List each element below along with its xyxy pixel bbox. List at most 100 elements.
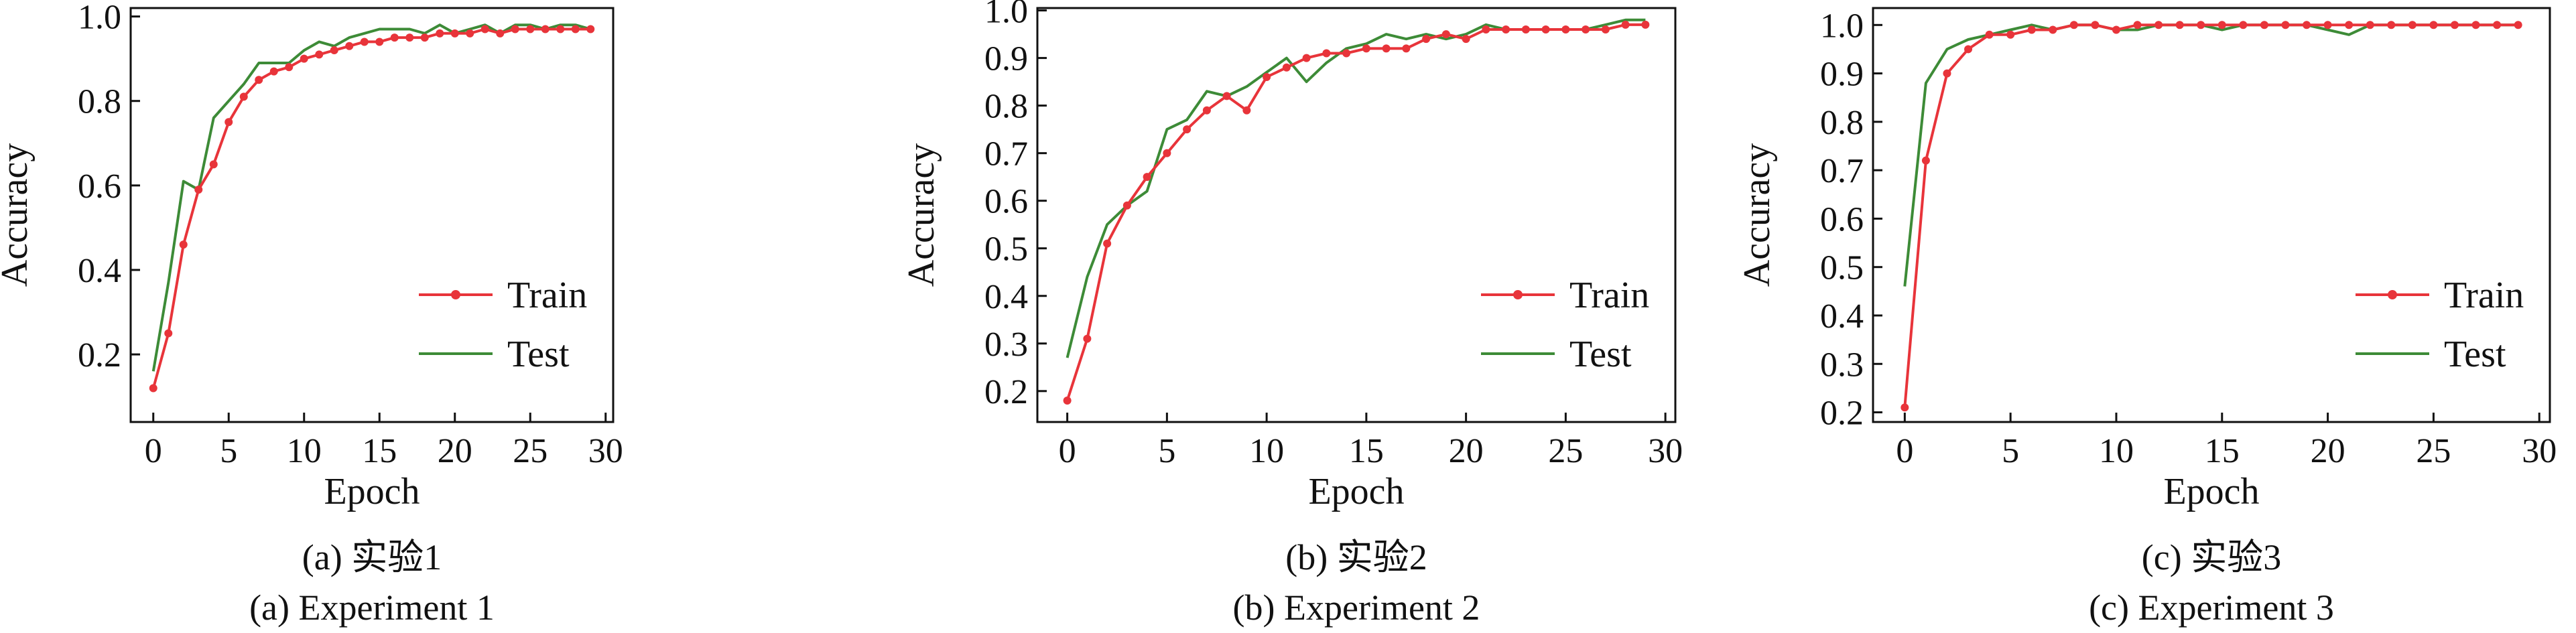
series-train-point	[1943, 69, 1951, 78]
series-train-point	[1222, 92, 1231, 100]
series-train	[1063, 20, 1650, 405]
series-train-point	[2175, 21, 2184, 29]
series-train-point	[2197, 21, 2205, 29]
legend-marker	[1513, 290, 1523, 299]
series-train-point	[1422, 35, 1431, 44]
x-tick-label: 25	[1548, 432, 1583, 470]
plot-frame	[129, 7, 615, 423]
x-axis-label: Epoch	[1308, 471, 1404, 512]
legend-label: Test	[507, 334, 570, 375]
x-tick-label: 15	[1349, 432, 1384, 470]
series-train-point	[390, 33, 399, 42]
chart-panel-2: 0 5 10 15 20 25 30 0.2 0.3 0.4 0.5 0.6 0.7 0.8 0.9 1.0 E…	[901, 0, 1683, 628]
series-train-point	[496, 29, 505, 38]
legend-marker	[451, 290, 460, 299]
series-train-point	[209, 160, 218, 169]
series-train-point	[1521, 25, 1530, 33]
series-train-point	[1985, 30, 1994, 39]
caption-cn: (c) 实验3	[2142, 537, 2281, 577]
series-train-point	[360, 38, 369, 46]
legend: Train Test	[419, 275, 587, 375]
series-train	[149, 25, 595, 393]
series-train-point	[2006, 30, 2015, 39]
series-train-point	[1302, 54, 1311, 62]
series-train-point	[556, 25, 565, 33]
x-tick-label: 10	[2099, 432, 2134, 470]
series-train-point	[1362, 44, 1370, 53]
series-train-point	[436, 29, 444, 38]
series-train-point	[2027, 25, 2036, 34]
x-tick-label: 25	[513, 432, 548, 470]
series-train-point	[1322, 49, 1331, 58]
legend: Train Test	[1481, 275, 1649, 375]
series-train-point	[2091, 21, 2100, 29]
series-train-point	[1502, 25, 1510, 33]
series-train-line	[1903, 23, 2518, 408]
series-train-point	[2303, 21, 2311, 29]
series-train-point	[1263, 73, 1271, 81]
y-tick-label: 0.8	[78, 83, 121, 121]
series-train-point	[1122, 201, 1131, 210]
x-tick-label: 30	[1648, 432, 1683, 470]
series-train-point	[2387, 21, 2396, 29]
series-train-point	[2217, 21, 2226, 29]
y-tick-label: 0.4	[78, 252, 121, 290]
series-train-point	[1921, 156, 1930, 165]
legend-item-train: Train	[419, 275, 587, 316]
series-test-line	[151, 23, 591, 372]
legend-item-test: Test	[1481, 334, 1632, 375]
caption-cn: (b) 实验2	[1285, 537, 1427, 577]
series-train-point	[2112, 25, 2120, 34]
series-test	[151, 23, 591, 372]
series-train-point	[330, 46, 338, 55]
legend-item-test: Test	[419, 334, 570, 375]
series-train-point	[2323, 21, 2332, 29]
series-train-point	[2069, 21, 2078, 29]
x-tick-label: 20	[2311, 432, 2345, 470]
series-train-point	[2471, 21, 2480, 29]
x-tick-label: 15	[362, 432, 397, 470]
series-train-point	[1063, 397, 1072, 405]
x-tick-label: 25	[2416, 432, 2451, 470]
legend-label: Test	[1569, 334, 1632, 375]
series-train-point	[1621, 20, 1630, 29]
legend-label: Train	[507, 275, 587, 316]
legend-item-train: Train	[1481, 275, 1649, 316]
series-train-point	[466, 29, 474, 38]
series-train-point	[1342, 49, 1351, 58]
series-train-point	[1282, 63, 1291, 72]
series-test-line	[1903, 23, 2518, 287]
caption-en: (c) Experiment 3	[2089, 587, 2334, 628]
series-train-point	[285, 63, 294, 72]
series-train-point	[571, 25, 580, 33]
series-train-point	[2049, 25, 2057, 34]
y-tick-label: 1.0	[78, 0, 121, 37]
x-tick-label: 10	[287, 432, 322, 470]
series-train-point	[511, 25, 519, 33]
series-test	[1903, 23, 2518, 287]
series-train-point	[2366, 21, 2374, 29]
series-train-point	[1561, 25, 1570, 33]
y-axis-label: Accuracy	[901, 143, 942, 287]
y-tick-label: 0.3	[984, 326, 1028, 364]
series-train-point	[224, 118, 233, 127]
series-train-point	[2429, 21, 2438, 29]
series-train-point	[1541, 25, 1550, 33]
x-tick-label: 20	[1449, 432, 1484, 470]
y-tick-label: 0.7	[1820, 152, 1864, 190]
series-train-point	[164, 329, 173, 338]
y-tick-label: 0.6	[1820, 200, 1864, 238]
caption-en: (b) Experiment 2	[1233, 587, 1480, 628]
series-train-point	[2514, 21, 2522, 29]
x-tick-label: 0	[1059, 432, 1076, 470]
series-train-point	[526, 25, 535, 33]
series-train-point	[1482, 25, 1490, 33]
series-train-point	[2493, 21, 2502, 29]
legend-item-train: Train	[2356, 275, 2524, 316]
series-train-point	[1402, 44, 1411, 53]
x-tick-label: 5	[2002, 432, 2019, 470]
x-tick-label: 30	[2522, 432, 2557, 470]
series-train-point	[1103, 239, 1112, 248]
x-axis-label: Epoch	[2163, 471, 2259, 512]
